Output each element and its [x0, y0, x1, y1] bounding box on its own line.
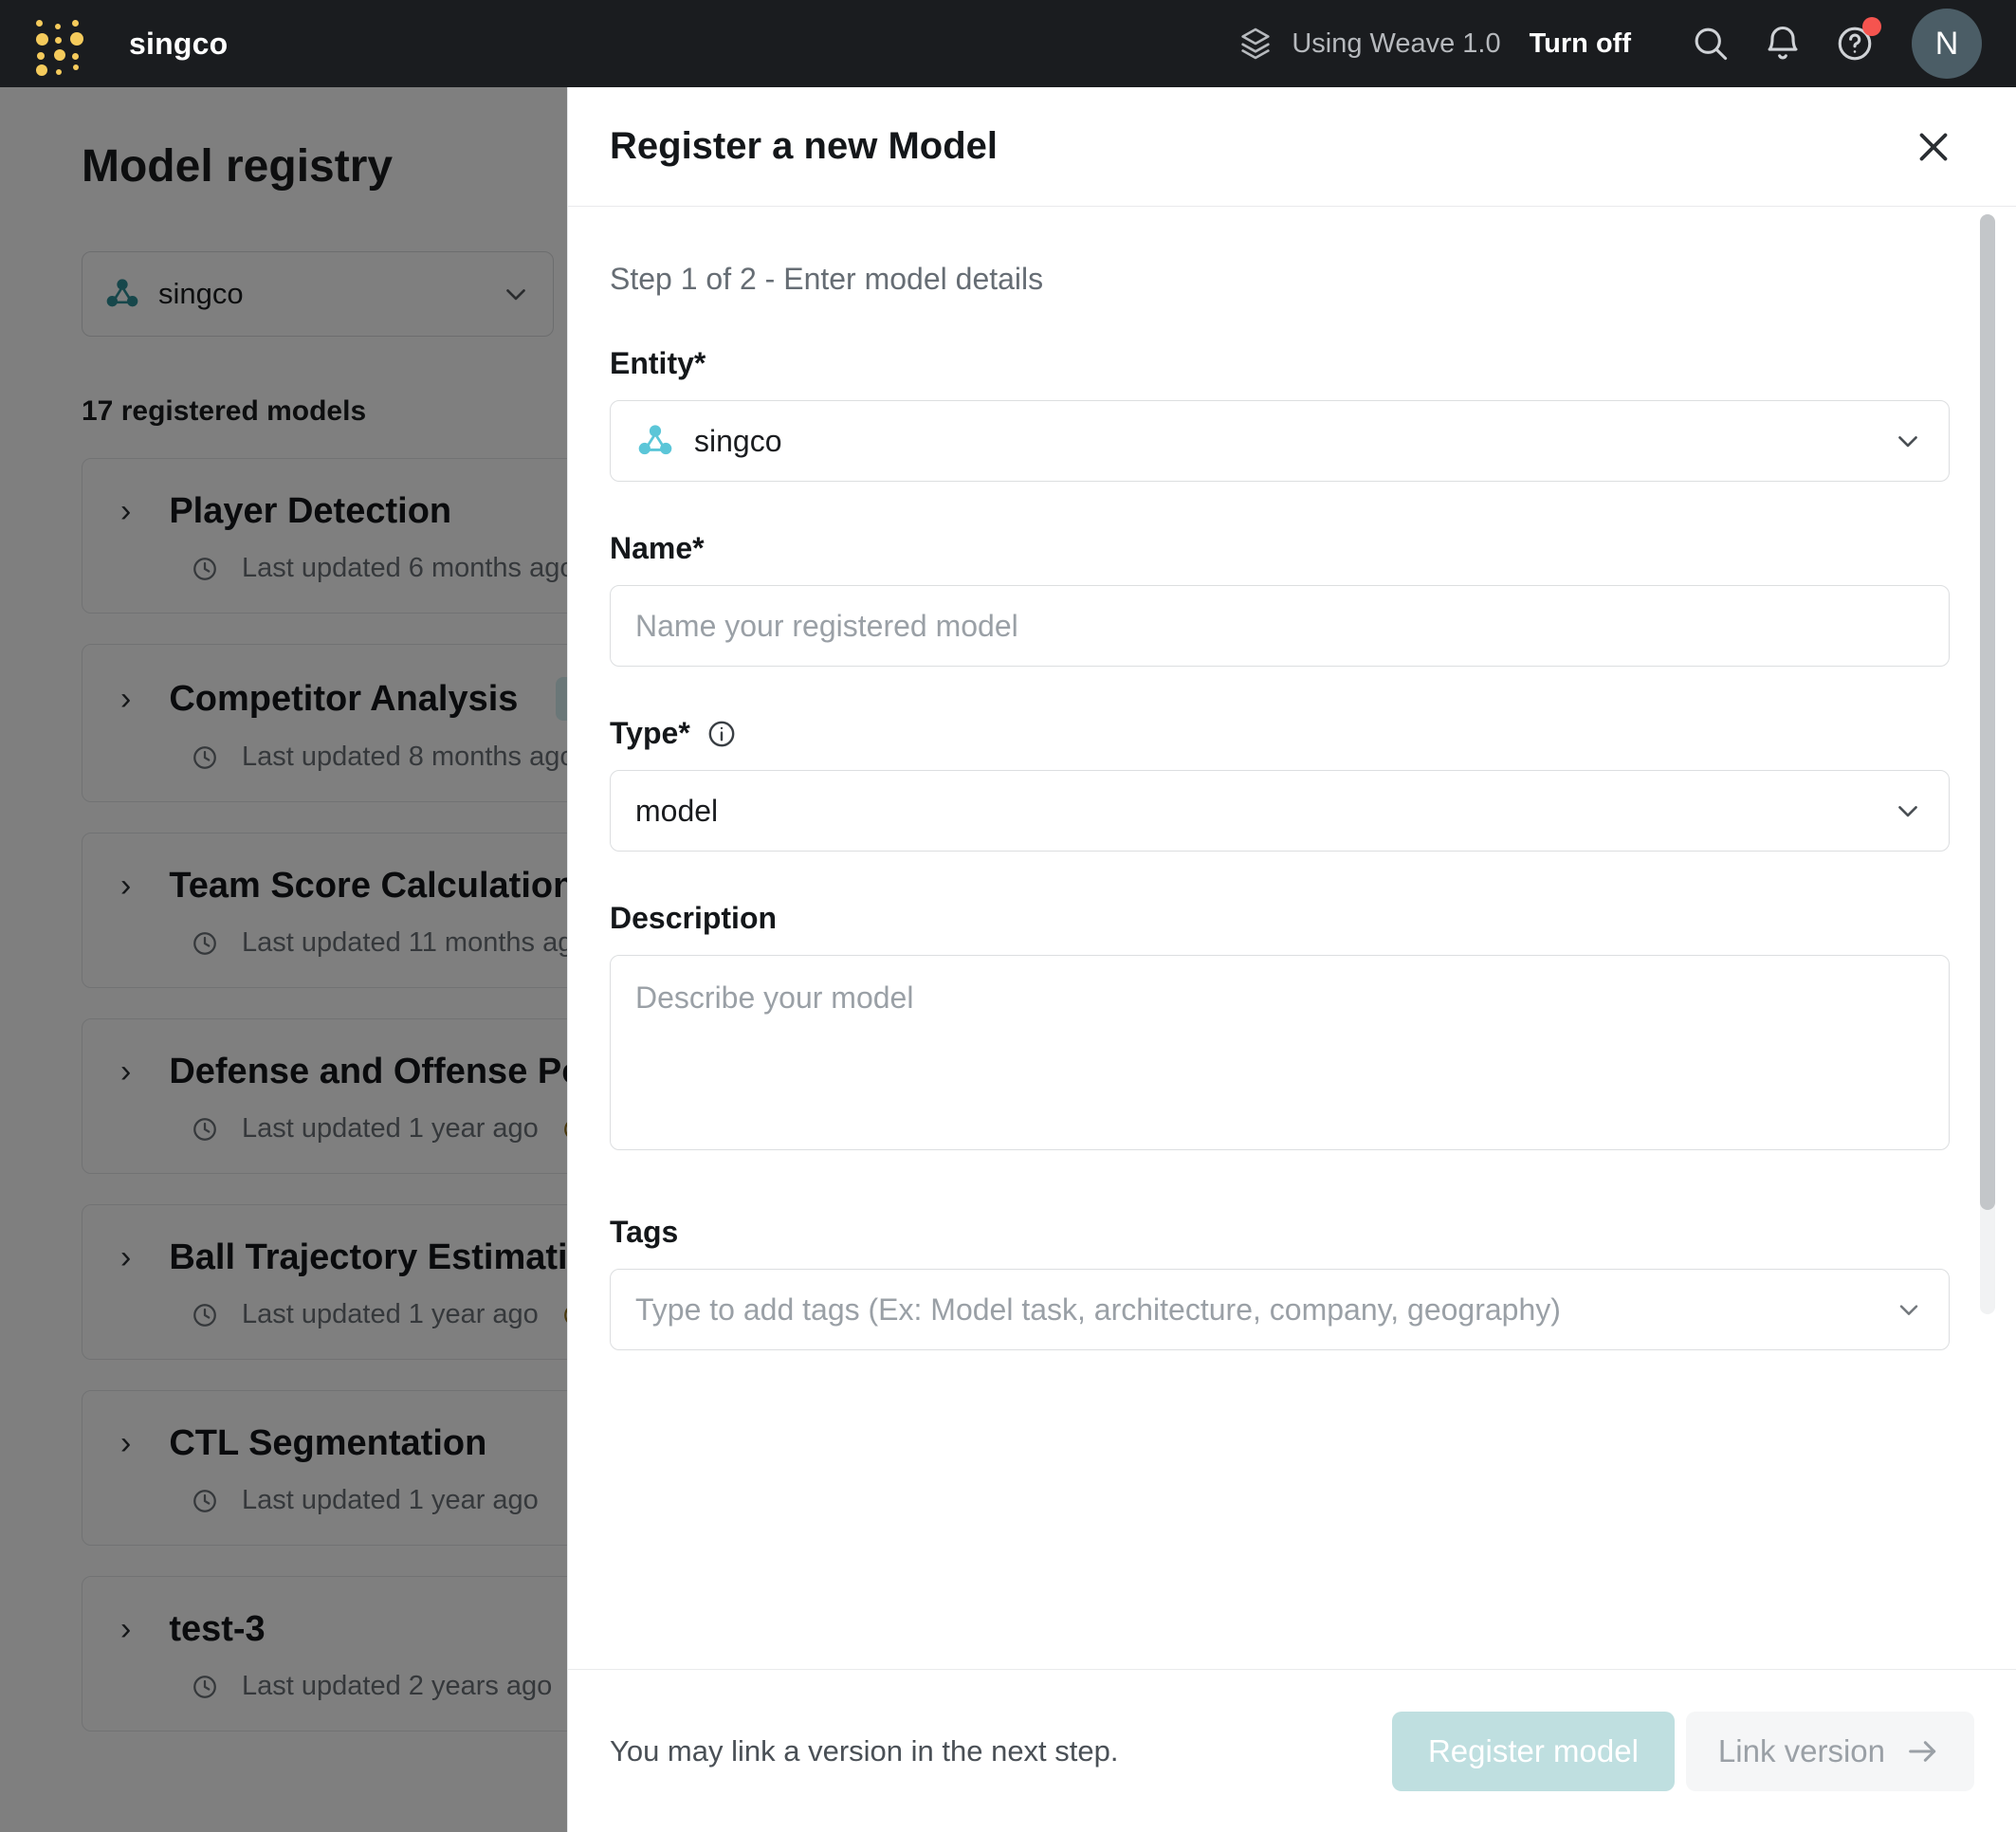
type-field-label-text: Type* [610, 716, 690, 750]
entity-logo-icon [635, 421, 675, 461]
weave-status-badge: Using Weave 1.0 Turn off [1237, 25, 1631, 63]
drawer-footer: You may link a version in the next step.… [568, 1669, 2016, 1832]
type-field: Type* model [610, 716, 1950, 852]
entity-dropdown-value: singco [694, 423, 782, 458]
register-model-button[interactable]: Register model [1391, 1711, 1675, 1791]
weave-turn-off-button[interactable]: Turn off [1529, 27, 1631, 59]
name-field: Name* Name your registered model [610, 531, 1950, 667]
help-circle-icon[interactable] [1819, 8, 1891, 80]
tags-field-label: Tags [610, 1215, 679, 1249]
chevron-down-icon [1894, 1294, 1924, 1325]
name-input-placeholder: Name your registered model [635, 608, 1018, 643]
top-navigation-bar: singco Using Weave 1.0 Turn off [0, 0, 2016, 87]
description-field-label: Description [610, 901, 778, 935]
chevron-down-icon [1892, 425, 1924, 457]
entity-field: Entity* singco [610, 346, 1950, 482]
drawer-scrollbar-thumb[interactable] [1980, 214, 1995, 1210]
type-dropdown[interactable]: model [610, 770, 1950, 852]
type-field-label: Type* [610, 716, 1950, 751]
name-field-label: Name* [610, 531, 705, 565]
drawer-scrollbar[interactable] [1980, 214, 1995, 1314]
drawer-body: Step 1 of 2 - Enter model details Entity… [568, 207, 2016, 1669]
step-indicator-label: Step 1 of 2 - Enter model details [610, 262, 1044, 296]
description-textarea[interactable]: Describe your model [610, 955, 1950, 1150]
weave-version-label: Using Weave 1.0 [1292, 27, 1501, 59]
type-dropdown-value: model [635, 793, 719, 828]
link-version-button[interactable]: Link version [1685, 1711, 1974, 1791]
drawer-header: Register a new Model [568, 87, 2016, 207]
entity-dropdown[interactable]: singco [610, 400, 1950, 482]
chevron-down-icon [1892, 795, 1924, 827]
name-input[interactable]: Name your registered model [610, 585, 1950, 667]
tags-field: Tags Type to add tags (Ex: Model task, a… [610, 1215, 1950, 1350]
search-icon[interactable] [1675, 8, 1747, 80]
wandb-logo-icon[interactable] [36, 18, 87, 76]
register-model-drawer: Register a new Model Step 1 of 2 - Enter… [567, 87, 2016, 1832]
link-version-button-label: Link version [1717, 1732, 1885, 1768]
info-circle-icon[interactable] [706, 718, 738, 750]
notification-dot [1862, 17, 1881, 36]
footer-button-group: Register model Link version [1391, 1711, 1974, 1791]
weave-layers-icon [1237, 25, 1274, 63]
brand-entity-name[interactable]: singco [129, 26, 229, 61]
arrow-right-icon [1904, 1732, 1942, 1770]
avatar[interactable]: N [1912, 9, 1982, 79]
entity-field-label: Entity* [610, 346, 706, 380]
tags-input[interactable]: Type to add tags (Ex: Model task, archit… [610, 1269, 1950, 1350]
bell-icon[interactable] [1747, 8, 1819, 80]
description-field: Description Describe your model [610, 901, 1950, 1150]
tags-input-placeholder: Type to add tags (Ex: Model task, archit… [635, 1292, 1561, 1327]
footer-note: You may link a version in the next step. [610, 1733, 1119, 1768]
drawer-title: Register a new Model [610, 125, 998, 167]
close-icon[interactable] [1904, 118, 1963, 176]
top-nav-right-group: Using Weave 1.0 Turn off [1237, 8, 2016, 80]
